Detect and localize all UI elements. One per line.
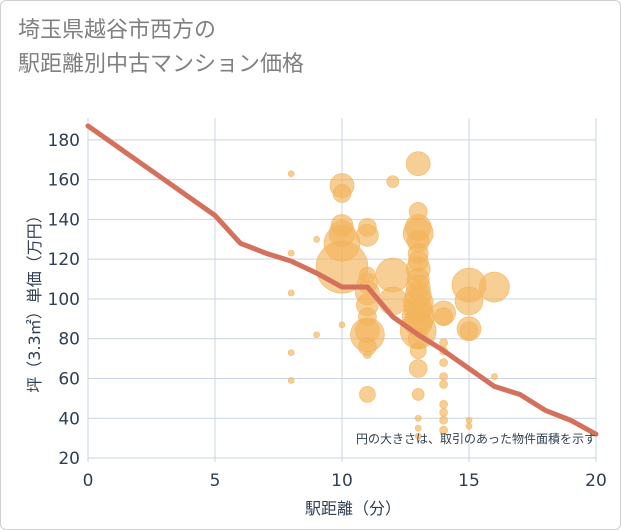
bubble-point: [287, 170, 295, 177]
y-tick-label: 160: [48, 171, 80, 191]
tick-labels: 0 5 10 15 20 20 40 60 80 100 120 140 160 180: [48, 131, 607, 491]
y-tick-label: 120: [48, 250, 80, 270]
bubble-series: [287, 151, 510, 440]
chart-title: 埼玉県越谷市西方の 駅距離別中古マンション価格: [18, 18, 305, 77]
bubble-point: [414, 432, 422, 440]
bubble-point: [465, 416, 473, 424]
bubble-point: [439, 358, 448, 367]
y-tick-label: 20: [58, 449, 80, 469]
x-tick-label: 5: [210, 471, 221, 491]
bubble-point: [439, 400, 448, 409]
bubble-point: [332, 184, 352, 203]
bubble-point: [459, 321, 479, 341]
bubble-point: [414, 414, 422, 422]
bubble-point: [409, 342, 427, 359]
y-tick-label: 100: [48, 290, 80, 310]
trend-line-series: [85, 123, 599, 437]
bubble-size-note: 円の大きさは、取引のあった物件面積を示す: [356, 431, 596, 446]
bubble-point: [378, 286, 408, 316]
y-tick-label: 40: [58, 409, 80, 429]
y-axis-title: 坪（3.3㎡）単価（万円）: [25, 207, 44, 392]
bubble-point: [414, 424, 422, 432]
bubble-point: [287, 349, 295, 356]
bubble-point: [439, 425, 448, 435]
bubble-point: [439, 380, 448, 389]
bubble-point: [439, 338, 448, 347]
bubble-point: [405, 151, 431, 177]
bubble-point: [465, 422, 473, 430]
bubble-point: [411, 388, 425, 401]
x-tick-label: 15: [458, 471, 480, 491]
bubble-point: [287, 249, 295, 257]
bubble-point: [439, 372, 448, 381]
bubble-point: [356, 224, 379, 247]
x-tick-label: 20: [585, 471, 607, 491]
bubble-point: [491, 373, 498, 380]
y-tick-label: 60: [58, 369, 80, 389]
bubble-point: [386, 175, 400, 188]
y-tick-label: 80: [58, 330, 80, 350]
x-tick-label: 10: [331, 471, 353, 491]
bubble-point: [434, 307, 453, 327]
x-tick-label: 0: [83, 471, 94, 491]
bubble-point: [313, 235, 320, 243]
trend-line: [85, 123, 599, 437]
y-tick-label: 180: [48, 131, 80, 151]
bubble-point: [439, 407, 448, 417]
bubble-point: [363, 350, 372, 359]
bubble-point: [359, 386, 376, 403]
bubble-point: [408, 359, 428, 378]
bubble-point: [287, 377, 295, 384]
bubble-point: [479, 271, 510, 303]
bubble-point: [454, 286, 484, 316]
bubble-point: [287, 289, 295, 297]
y-tick-label: 140: [48, 210, 80, 230]
bubble-point: [338, 321, 346, 329]
bubble-point: [313, 331, 320, 339]
x-axis-title: 駅距離（分）: [305, 499, 401, 518]
bubble-point: [439, 415, 448, 425]
